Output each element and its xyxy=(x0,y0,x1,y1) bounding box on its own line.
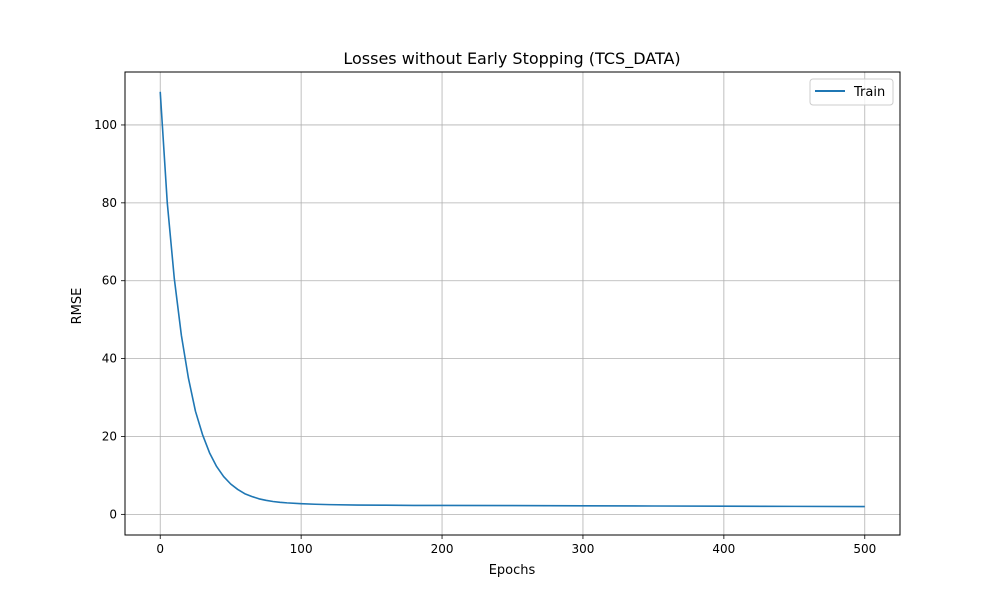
legend-label-train: Train xyxy=(853,85,885,100)
y-tick-label: 0 xyxy=(109,507,117,521)
y-tick-label: 80 xyxy=(102,196,117,210)
y-tick-label: 40 xyxy=(102,352,117,366)
x-tick-label: 200 xyxy=(431,542,454,556)
series-group xyxy=(159,91,865,508)
x-tick-label: 500 xyxy=(853,542,876,556)
grid xyxy=(125,72,900,535)
x-tick-label: 100 xyxy=(290,542,313,556)
y-tick-label: 20 xyxy=(102,429,117,443)
y-tick-label: 100 xyxy=(94,118,117,132)
legend: Train xyxy=(809,78,894,106)
x-tick-label: 400 xyxy=(712,542,735,556)
x-tick-label: 300 xyxy=(572,542,595,556)
x-axis-label: Epochs xyxy=(489,563,536,578)
legend-box xyxy=(809,78,894,106)
chart-title: Losses without Early Stopping (TCS_DATA) xyxy=(343,49,680,69)
plot-area-frame xyxy=(124,71,901,536)
axis-ticks: 0 100 200 300 400 500 0 20 40 60 80 100 xyxy=(94,118,876,556)
y-axis-label: RMSE xyxy=(70,288,85,325)
series-line-train xyxy=(159,91,865,508)
y-tick-label: 60 xyxy=(102,274,117,288)
x-tick-label: 0 xyxy=(156,542,164,556)
